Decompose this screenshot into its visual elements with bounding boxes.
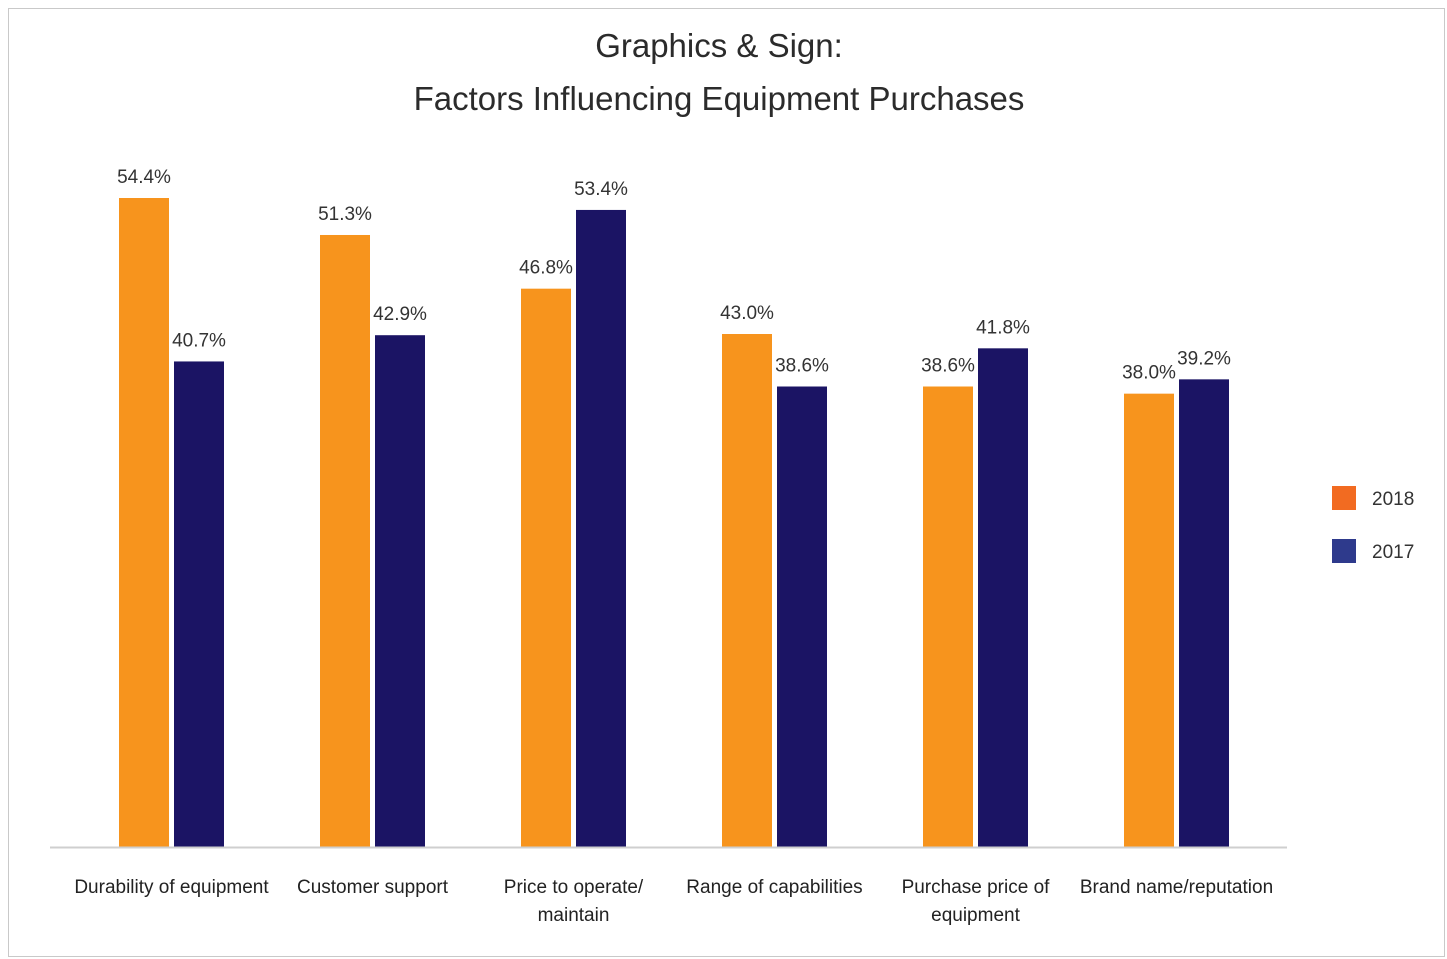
category-label-3: Range of capabilities	[686, 877, 862, 898]
value-label-2017-3: 38.6%	[775, 356, 829, 377]
category-labels-layer: Durability of equipment Customer support P…	[74, 877, 1273, 926]
bar-2018-3	[722, 334, 772, 847]
chart-frame: Graphics & Sign: Factors Influencing Equ…	[8, 8, 1445, 957]
category-label-5: Brand name/reputation	[1080, 877, 1273, 898]
chart-title: Graphics & Sign: Factors Influencing Equ…	[414, 27, 1025, 117]
value-label-2018-4: 38.6%	[921, 356, 975, 377]
value-label-2018-5: 38.0%	[1122, 363, 1176, 384]
value-label-2017-0: 40.7%	[172, 330, 226, 351]
bars-layer	[119, 198, 1229, 848]
category-label-1: Customer support	[297, 877, 449, 898]
category-label-0: Durability of equipment	[74, 877, 269, 898]
category-label-2: Price to operate/	[504, 877, 644, 898]
legend-swatch-2018	[1332, 486, 1356, 510]
value-label-2017-5: 39.2%	[1177, 348, 1231, 369]
legend-swatch-2017	[1332, 539, 1356, 563]
bar-2017-1	[375, 335, 425, 847]
bar-chart: Graphics & Sign: Factors Influencing Equ…	[50, 27, 1414, 926]
value-label-2018-3: 43.0%	[720, 303, 774, 324]
bar-2017-0	[174, 361, 224, 847]
category-label-4: Purchase price of	[902, 877, 1051, 898]
bar-2018-5	[1124, 393, 1174, 847]
value-label-2018-0: 54.4%	[117, 167, 171, 188]
bar-2018-1	[320, 234, 370, 848]
value-labels-layer: 54.4% 40.7% 51.3% 42.9% 46.8% 53.4% 43.0% 38.6%…	[117, 167, 1231, 384]
value-label-2017-2: 53.4%	[574, 179, 628, 200]
bar-2017-4	[978, 348, 1028, 847]
value-label-2018-1: 51.3%	[318, 204, 372, 225]
legend-label-2018: 2018	[1372, 489, 1414, 510]
legend-label-2017: 2017	[1372, 542, 1414, 563]
value-label-2018-2: 46.8%	[519, 258, 573, 279]
bar-2017-5	[1179, 379, 1229, 847]
bar-2017-3	[777, 386, 827, 847]
bar-2018-4	[923, 386, 973, 847]
bar-2017-2	[576, 209, 626, 848]
legend: 2018 2017	[1332, 486, 1414, 563]
chart-title-line-2: Factors Influencing Equipment Purchases	[414, 80, 1025, 117]
value-label-2017-4: 41.8%	[976, 317, 1030, 338]
category-label-2-line-1: maintain	[538, 905, 610, 926]
value-label-2017-1: 42.9%	[373, 304, 427, 325]
chart-title-line-1: Graphics & Sign:	[595, 27, 843, 64]
bar-2018-0	[119, 198, 169, 847]
bar-2018-2	[521, 288, 571, 847]
category-label-4-line-1: equipment	[931, 905, 1020, 926]
